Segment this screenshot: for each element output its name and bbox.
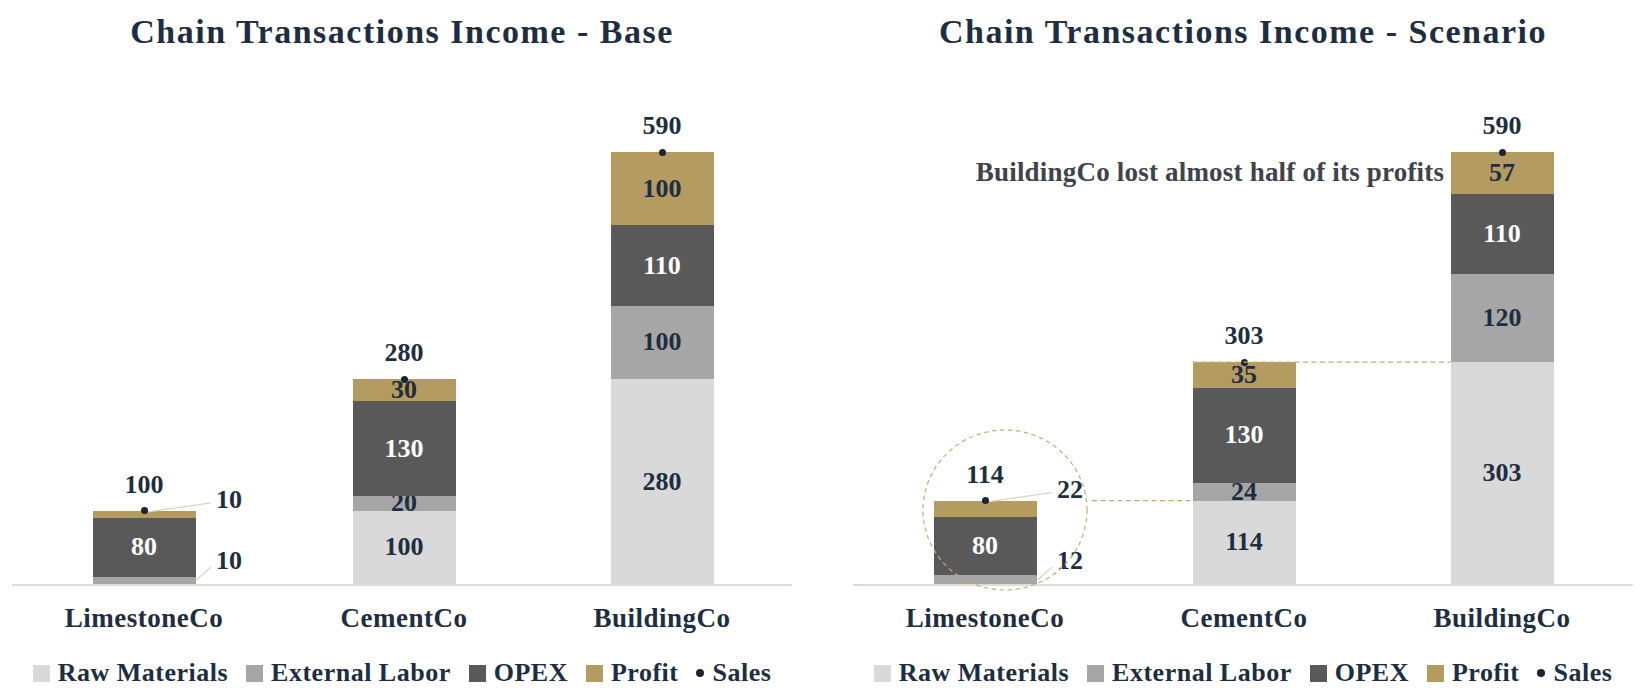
legend-swatch-icon [1427,665,1444,682]
legend-label: OPEX [494,658,568,688]
leader-line-external-labor [197,567,212,580]
legend-label: Raw Materials [58,658,228,688]
overlay-lines [0,0,1647,700]
legend-label: Profit [611,658,679,688]
legend-swatch-icon [1087,665,1104,682]
legend-label: External Labor [1112,658,1292,688]
leader-line-profit [148,503,211,512]
legend-label: External Labor [271,658,451,688]
legend-label: Sales [712,658,771,688]
legend-item-opex: OPEX [1310,658,1409,688]
leader-line-external-labor [1038,567,1053,580]
highlight-circle [923,430,1087,590]
legend-label: Profit [1452,658,1520,688]
legend-item-opex: OPEX [469,658,568,688]
legend-base: Raw Materials External Labor OPEX Profit Sal… [12,655,792,691]
legend-item-raw-materials: Raw Materials [33,658,228,688]
leader-line-profit [989,493,1052,502]
legend-swatch-icon [469,665,486,682]
legend-swatch-icon [33,665,50,682]
legend-item-raw-materials: Raw Materials [874,658,1069,688]
legend-item-external-labor: External Labor [1087,658,1292,688]
legend-sales-dot-icon [1537,669,1545,677]
legend-sales-dot-icon [696,669,704,677]
legend-item-external-labor: External Labor [246,658,451,688]
figure-canvas: Chain Transactions Income - Base Chain T… [0,0,1647,700]
legend-item-sales: Sales [696,658,771,688]
legend-swatch-icon [586,665,603,682]
legend-swatch-icon [246,665,263,682]
legend-label: Raw Materials [899,658,1069,688]
legend-scenario: Raw Materials External Labor OPEX Profit Sal… [853,655,1633,691]
legend-label: OPEX [1335,658,1409,688]
legend-swatch-icon [874,665,891,682]
legend-item-profit: Profit [586,658,679,688]
legend-item-sales: Sales [1537,658,1612,688]
legend-swatch-icon [1310,665,1327,682]
legend-item-profit: Profit [1427,658,1520,688]
legend-label: Sales [1553,658,1612,688]
